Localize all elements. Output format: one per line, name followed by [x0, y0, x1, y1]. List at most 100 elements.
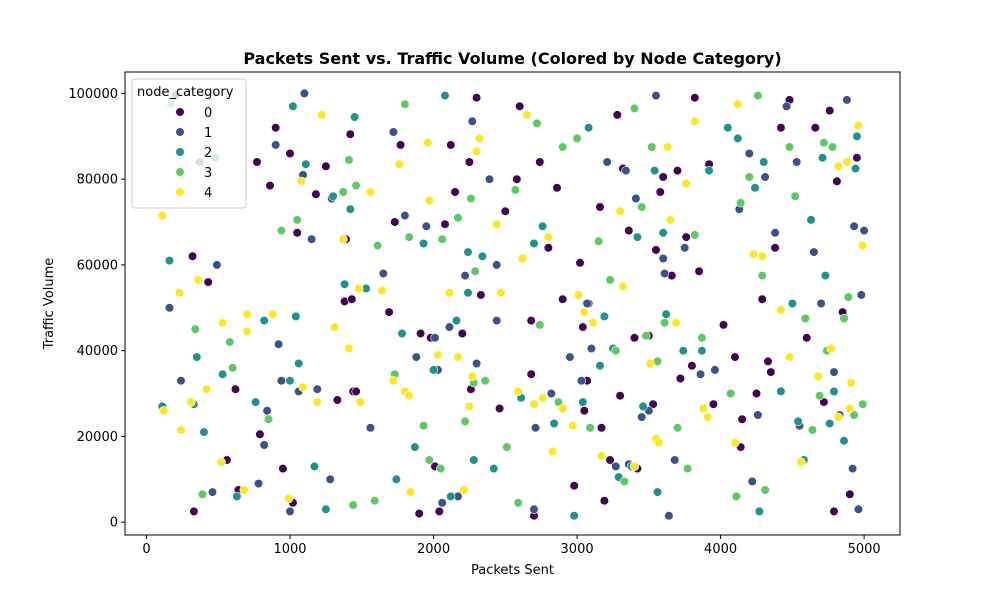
data-point-category-3 [513, 498, 523, 508]
data-point-category-0 [694, 266, 704, 276]
data-point-category-2 [638, 401, 648, 412]
data-point-category-0 [825, 105, 835, 116]
data-point-category-0 [416, 328, 426, 339]
data-point-category-0 [776, 123, 786, 133]
y-axis-label: Traffic Volume [42, 258, 57, 351]
x-tick-label: 2000 [417, 542, 450, 557]
data-point-category-0 [558, 294, 568, 304]
data-point-category-3 [827, 142, 838, 152]
data-point-category-1 [816, 298, 826, 309]
data-point-category-1 [444, 322, 455, 332]
data-point-category-2 [294, 358, 304, 369]
data-point-category-0 [189, 506, 199, 517]
data-point-category-2 [259, 316, 269, 326]
data-point-category-3 [373, 241, 383, 251]
data-point-category-2 [583, 123, 594, 133]
data-point-category-4 [242, 326, 252, 337]
data-point-category-2 [750, 183, 760, 193]
data-point-category-4 [242, 309, 252, 319]
data-point-category-0 [612, 110, 622, 120]
data-point-category-1 [651, 90, 661, 101]
data-point-category-3 [480, 376, 490, 386]
data-point-category-0 [852, 153, 862, 163]
data-point-category-2 [251, 397, 261, 407]
data-point-category-2 [397, 328, 407, 339]
data-point-category-3 [437, 234, 447, 244]
data-point-category-3 [370, 496, 380, 506]
data-point-category-2 [658, 228, 668, 238]
data-point-category-3 [228, 363, 238, 373]
data-point-category-1 [829, 367, 839, 377]
data-point-category-4 [853, 120, 864, 131]
data-point-category-4 [558, 403, 568, 414]
x-tick-label: 1000 [273, 542, 306, 557]
data-point-category-0 [599, 496, 610, 506]
data-point-category-2 [839, 436, 849, 446]
data-point-category-0 [203, 277, 213, 287]
data-point-category-2 [678, 346, 688, 356]
data-point-category-4 [517, 253, 528, 264]
data-point-category-3 [424, 455, 434, 465]
data-point-category-4 [186, 397, 196, 407]
data-point-category-4 [833, 412, 843, 422]
data-point-category-3 [585, 423, 595, 433]
data-point-category-1 [621, 166, 631, 176]
data-point-category-1 [637, 412, 647, 422]
data-point-category-2 [321, 504, 331, 514]
data-point-category-4 [459, 485, 469, 495]
data-point-category-1 [659, 268, 670, 279]
data-point-category-0 [658, 172, 668, 182]
data-point-category-2 [340, 279, 350, 289]
data-point-category-1 [853, 504, 864, 514]
data-point-category-4 [833, 161, 843, 171]
data-point-category-3 [744, 172, 754, 182]
data-point-category-2 [410, 442, 420, 452]
data-point-category-0 [552, 183, 562, 193]
data-point-category-1 [472, 358, 482, 369]
data-point-category-4 [548, 446, 558, 457]
data-point-category-2 [451, 316, 462, 326]
data-point-category-0 [578, 322, 588, 332]
y-axis: 0 20000 40000 60000 80000 100000 [68, 87, 125, 531]
data-point-category-1 [809, 247, 819, 257]
data-point-category-2 [852, 131, 862, 141]
legend-marker-4 [175, 187, 185, 197]
data-point-category-1 [565, 352, 575, 362]
data-point-category-0 [285, 148, 295, 159]
data-point-category-4 [355, 397, 366, 407]
data-point-category-0 [543, 243, 554, 253]
data-point-category-3 [659, 318, 670, 328]
data-point-category-4 [596, 451, 607, 461]
data-point-category-0 [271, 123, 281, 133]
data-point-category-3 [418, 421, 429, 431]
data-point-category-0 [718, 320, 729, 330]
data-point-category-0 [605, 455, 615, 465]
data-point-category-1 [437, 498, 447, 508]
data-point-category-3 [641, 331, 651, 341]
data-point-category-1 [747, 476, 757, 487]
y-tick-label: 40000 [77, 344, 118, 359]
data-point-category-4 [317, 110, 327, 120]
legend-label-1: 1 [204, 126, 212, 141]
data-point-category-1 [781, 101, 792, 111]
data-point-category-1 [259, 440, 269, 450]
data-point-category-0 [575, 258, 585, 268]
data-point-category-0 [472, 93, 482, 103]
data-point-category-2 [218, 369, 228, 379]
data-point-category-3 [351, 181, 361, 191]
data-point-category-0 [751, 388, 762, 399]
data-point-category-1 [276, 376, 287, 386]
data-point-category-2 [697, 346, 707, 356]
data-point-category-3 [197, 489, 208, 499]
data-point-category-1 [546, 388, 556, 399]
data-point-category-0 [187, 251, 198, 261]
x-tick-label: 4000 [704, 542, 737, 557]
data-point-category-2 [440, 90, 450, 101]
data-point-category-2 [429, 365, 439, 375]
data-point-category-1 [792, 157, 802, 167]
data-point-category-0 [737, 414, 747, 424]
legend-marker-3 [175, 167, 185, 177]
data-point-category-3 [839, 313, 849, 324]
legend-label-3: 3 [204, 166, 212, 181]
data-point-category-2 [569, 511, 579, 521]
